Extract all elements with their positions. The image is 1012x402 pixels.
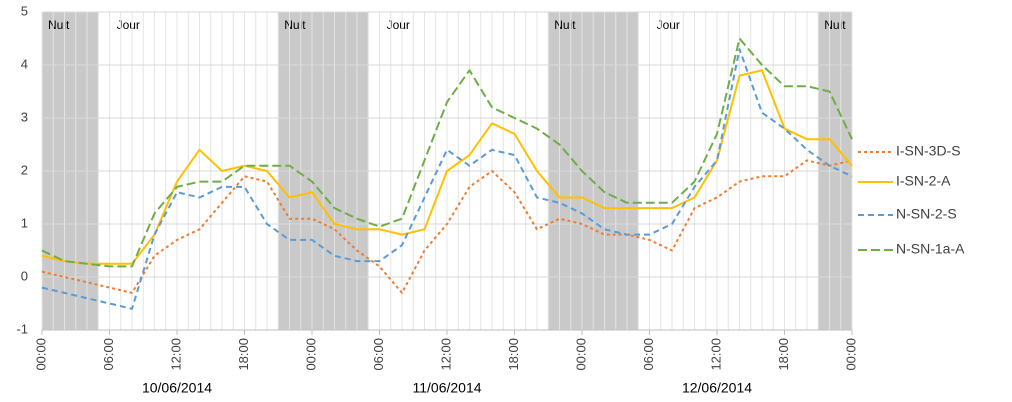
legend-label: N-SN-1a-A <box>896 241 965 257</box>
date-label: 11/06/2014 <box>412 380 481 396</box>
period-label: Nuit <box>554 18 576 32</box>
x-tick-label: 12:00 <box>438 338 453 371</box>
period-label: Jour <box>657 18 680 32</box>
x-tick-label: 12:00 <box>708 338 723 371</box>
period-label: Nuit <box>824 18 846 32</box>
legend-label: N-SN-2-S <box>896 206 957 222</box>
x-tick-label: 18:00 <box>776 338 791 371</box>
date-label: 10/06/2014 <box>142 380 212 396</box>
x-tick-label: 00:00 <box>33 338 48 371</box>
x-tick-label: 00:00 <box>303 338 318 371</box>
series-line <box>41 37 853 268</box>
x-tick-label: 06:00 <box>101 338 116 371</box>
period-label: Jour <box>387 18 410 32</box>
y-tick-label: 4 <box>21 56 28 71</box>
y-tick-label: 0 <box>21 268 28 283</box>
period-label: Nuit <box>284 18 306 32</box>
x-tick-label: 18:00 <box>506 338 521 371</box>
date-label: 12/06/2014 <box>682 380 752 396</box>
y-tick-label: 5 <box>21 3 28 18</box>
legend-label: I-SN-2-A <box>896 173 951 189</box>
period-label: Nuit <box>48 18 70 32</box>
y-tick-label: 3 <box>21 109 28 124</box>
x-tick-label: 06:00 <box>641 338 656 371</box>
x-tick-label: 00:00 <box>573 338 588 371</box>
x-tick-label: 06:00 <box>371 338 386 371</box>
y-tick-label: 1 <box>21 215 28 230</box>
legend-label: I-SN-3D-S <box>896 143 961 159</box>
period-label: Jour <box>117 18 140 32</box>
x-tick-label: 12:00 <box>168 338 183 371</box>
series-line <box>41 159 853 294</box>
y-tick-label: -1 <box>16 321 28 336</box>
x-tick-label: 00:00 <box>843 338 858 371</box>
x-tick-label: 18:00 <box>236 338 251 371</box>
y-tick-label: 2 <box>21 162 28 177</box>
series-line <box>41 69 853 265</box>
